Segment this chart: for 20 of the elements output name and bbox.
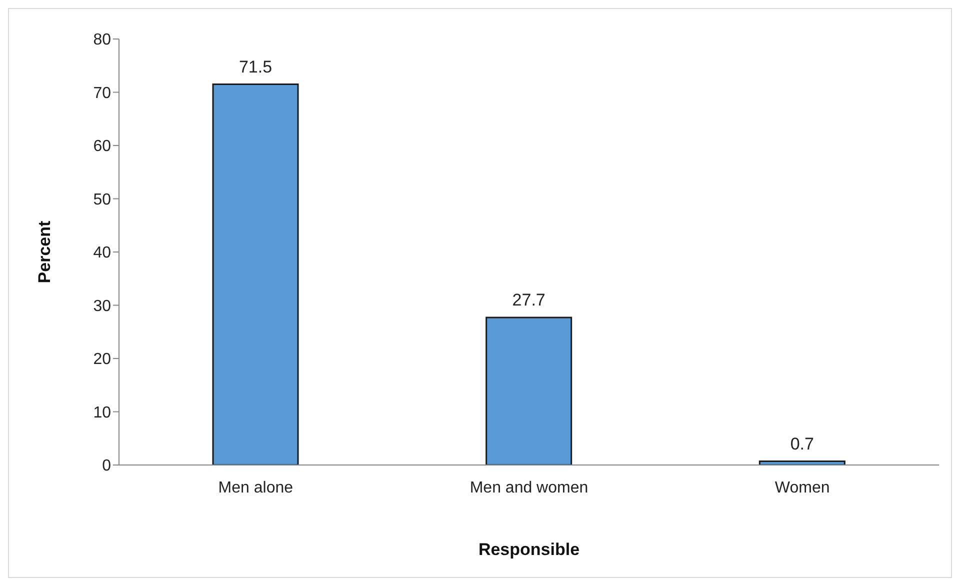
data-label: 27.7 bbox=[512, 290, 546, 310]
y-tick-label: 40 bbox=[93, 244, 112, 262]
data-label: 0.7 bbox=[790, 434, 814, 454]
y-tick-label: 80 bbox=[93, 32, 112, 49]
y-axis-title: Percent bbox=[35, 220, 54, 284]
x-axis-title: Responsible bbox=[478, 540, 580, 559]
x-tick-label: Men and women bbox=[470, 479, 588, 496]
y-tick-label: 60 bbox=[93, 138, 112, 156]
data-label: 71.5 bbox=[238, 57, 272, 76]
y-tick-label: 50 bbox=[93, 191, 112, 208]
y-tick-label: 0 bbox=[102, 458, 112, 475]
bar bbox=[212, 84, 299, 465]
y-tick-label: 20 bbox=[93, 351, 112, 368]
bar bbox=[486, 316, 572, 465]
bar bbox=[758, 460, 846, 465]
y-tick-label: 30 bbox=[93, 298, 112, 315]
x-tick-label: Men alone bbox=[218, 479, 294, 496]
y-tick-label: 10 bbox=[93, 404, 112, 422]
y-tick-label: 70 bbox=[93, 84, 112, 102]
x-tick-label: Women bbox=[774, 479, 830, 496]
